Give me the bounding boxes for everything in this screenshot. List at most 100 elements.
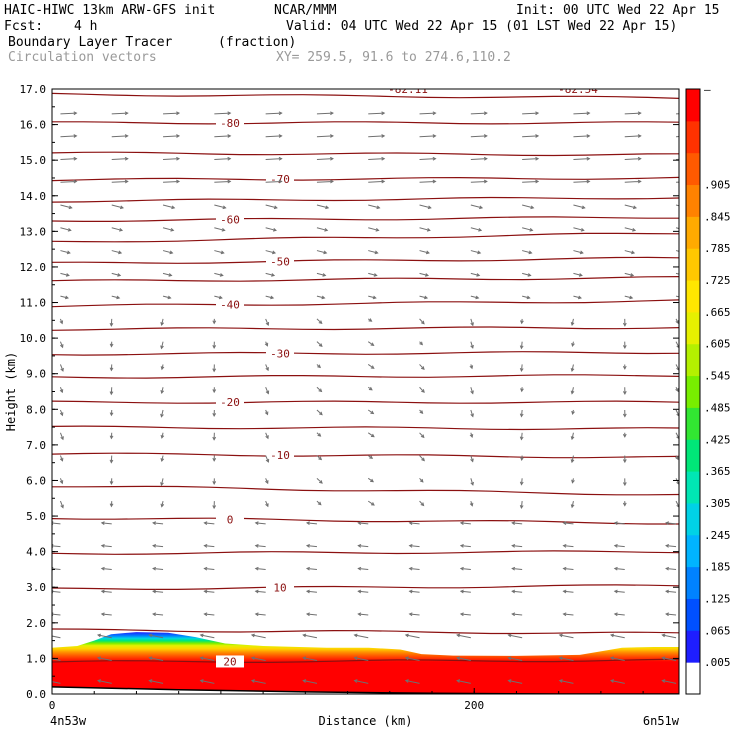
vector-field-name: Circulation vectors bbox=[8, 50, 157, 65]
circulation-vector bbox=[562, 544, 574, 548]
isotherm-label-bg bbox=[216, 298, 244, 311]
colorbar-swatch bbox=[686, 311, 700, 345]
isotherm-line bbox=[52, 299, 679, 308]
circulation-vector bbox=[316, 204, 330, 210]
colorbar-label: .785 bbox=[704, 242, 731, 255]
circulation-vector bbox=[519, 432, 524, 441]
circulation-vector bbox=[665, 589, 677, 594]
circulation-vector bbox=[160, 432, 165, 439]
circulation-vector bbox=[456, 633, 471, 639]
circulation-vector bbox=[111, 295, 121, 300]
circulation-vector bbox=[404, 679, 420, 684]
isotherm-label: -60 bbox=[220, 214, 240, 227]
isotherm-label-bg bbox=[216, 655, 244, 668]
circulation-vector bbox=[408, 521, 420, 525]
colorbar-swatch bbox=[686, 598, 700, 631]
circulation-vector bbox=[419, 295, 429, 300]
circulation-vector bbox=[353, 656, 369, 662]
circulation-vector bbox=[203, 521, 215, 525]
isotherm-line bbox=[52, 276, 679, 282]
y-tick-label: 15.0 bbox=[20, 154, 47, 167]
circulation-vector bbox=[111, 227, 124, 232]
boundary-layer-tracer-fill bbox=[52, 632, 679, 694]
circulation-vector bbox=[162, 250, 174, 255]
circulation-vector bbox=[148, 656, 164, 662]
circulation-vector bbox=[419, 272, 430, 277]
colorbar-label: .065 bbox=[704, 624, 731, 637]
circulation-vector bbox=[573, 272, 583, 277]
circulation-vector bbox=[368, 156, 386, 161]
circulation-vector bbox=[573, 295, 582, 300]
circulation-vector bbox=[368, 272, 378, 277]
circulation-vector bbox=[52, 635, 61, 639]
isotherm-top-label: -82.11 bbox=[388, 83, 428, 96]
circulation-vector bbox=[470, 387, 474, 395]
y-tick-label: 11.0 bbox=[20, 297, 47, 310]
circulation-vector bbox=[199, 656, 215, 662]
circulation-vector bbox=[507, 656, 523, 662]
y-tick-label: 12.0 bbox=[20, 261, 47, 274]
circulation-vector bbox=[470, 134, 488, 138]
circulation-vector bbox=[60, 134, 78, 138]
isotherm-label: 10 bbox=[273, 582, 286, 595]
valid-time: Valid: 04 UTC Wed 22 Apr 15 (01 LST Wed … bbox=[286, 19, 678, 34]
circulation-vector bbox=[162, 272, 173, 277]
circulation-vector bbox=[570, 432, 575, 441]
circulation-vector bbox=[254, 612, 266, 617]
field-name: Boundary Layer Tracer bbox=[8, 35, 173, 50]
colorbar-label: .725 bbox=[704, 274, 731, 287]
circulation-vector bbox=[622, 478, 627, 487]
y-tick-label: 10.0 bbox=[20, 332, 47, 345]
colorbar-swatch bbox=[686, 89, 700, 122]
circulation-vector bbox=[109, 341, 114, 348]
colorbar-swatch bbox=[686, 534, 700, 568]
circulation-vector bbox=[522, 156, 540, 161]
circulation-vector bbox=[661, 656, 677, 662]
x-end-location: 6n51w bbox=[643, 714, 680, 728]
y-tick-label: 4.0 bbox=[26, 546, 46, 559]
circulation-vector bbox=[522, 134, 540, 138]
circulation-vector bbox=[456, 679, 471, 684]
circulation-vector bbox=[357, 589, 369, 594]
isotherm-line bbox=[52, 232, 679, 243]
y-tick-label: 14.0 bbox=[20, 190, 47, 203]
circulation-vector bbox=[622, 387, 627, 395]
circulation-vector bbox=[675, 272, 679, 275]
isotherm-line bbox=[52, 374, 679, 379]
circulation-vector bbox=[316, 227, 329, 232]
circulation-vector bbox=[100, 589, 112, 594]
circulation-vector bbox=[160, 318, 164, 327]
circulation-vector bbox=[305, 589, 317, 594]
circulation-vector bbox=[214, 227, 226, 232]
circulation-vector bbox=[100, 544, 112, 548]
circulation-vector bbox=[570, 501, 575, 509]
circulation-vector bbox=[305, 566, 317, 571]
colorbar-label: .005 bbox=[704, 656, 731, 669]
circulation-vector bbox=[367, 477, 375, 483]
circulation-vector bbox=[160, 341, 164, 350]
circulation-vector bbox=[613, 589, 625, 594]
isotherm-label: 20 bbox=[223, 655, 236, 668]
circulation-vector bbox=[111, 156, 129, 161]
isotherm-line bbox=[52, 326, 679, 331]
isotherm-label: -20 bbox=[220, 396, 240, 409]
circulation-vector bbox=[522, 272, 532, 277]
circulation-vector bbox=[357, 566, 369, 571]
init-time: Init: 00 UTC Wed 22 Apr 15 bbox=[516, 3, 720, 18]
circulation-vector bbox=[109, 455, 114, 464]
circulation-vector bbox=[622, 432, 627, 438]
circulation-vector bbox=[353, 679, 369, 684]
circulation-vector bbox=[265, 134, 283, 138]
circulation-vector bbox=[622, 409, 627, 418]
circulation-vector bbox=[610, 633, 625, 639]
circulation-vector bbox=[511, 612, 523, 617]
circulation-vector bbox=[265, 432, 269, 440]
circulation-vector bbox=[59, 455, 64, 462]
circulation-vector bbox=[59, 364, 64, 372]
colorbar-swatch bbox=[686, 662, 700, 695]
circulation-vector bbox=[573, 179, 591, 184]
isotherm-line bbox=[52, 176, 679, 182]
circulation-vector bbox=[152, 612, 164, 617]
colorbar-swatch bbox=[686, 152, 700, 186]
circulation-vector bbox=[265, 500, 269, 508]
